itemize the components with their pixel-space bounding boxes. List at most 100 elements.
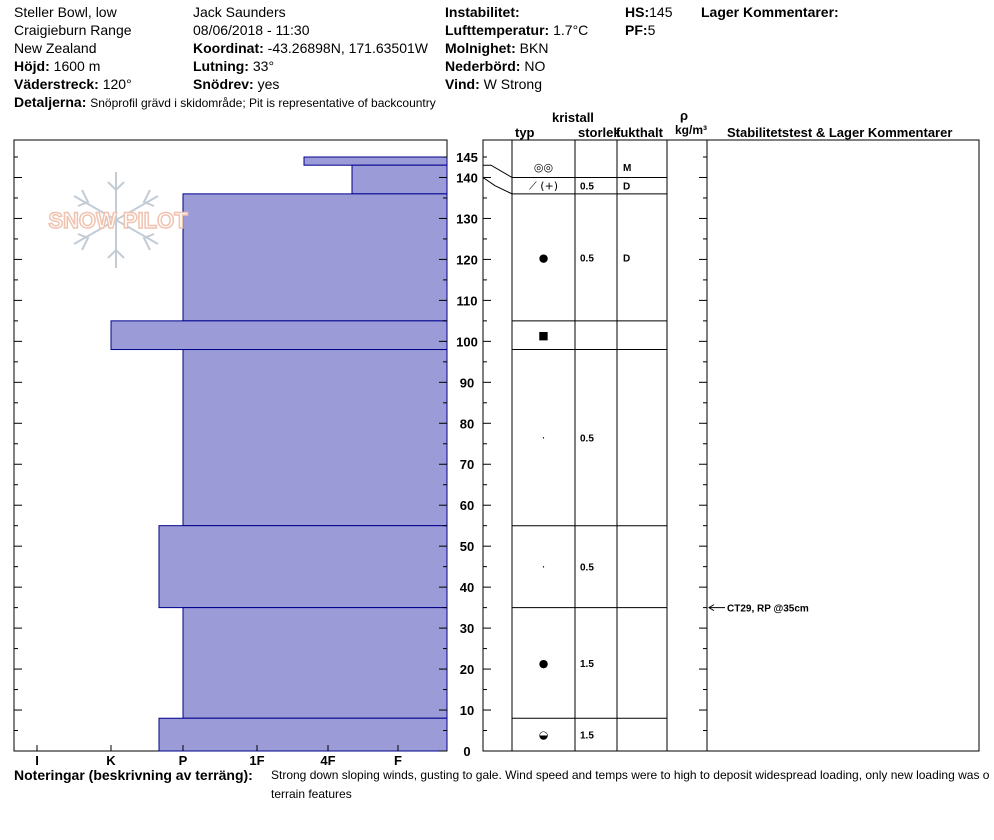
rho-header: ρ xyxy=(680,108,689,123)
notes-label: Noteringar (beskrivning av terräng): xyxy=(14,767,253,783)
depth-label-90: 90 xyxy=(460,375,474,390)
hs-row: HS:145 xyxy=(625,4,672,20)
snowdrift-label: Snödrev: xyxy=(193,76,254,92)
country-name: New Zealand xyxy=(14,40,97,56)
depth-label-80: 80 xyxy=(460,416,474,431)
hardness-tick-label-4F: 4F xyxy=(320,753,335,768)
crystal-type-1: ⟋ (+) xyxy=(529,180,558,193)
slope-label: Lutning: xyxy=(193,58,249,74)
crystal-size-1: 0.5 xyxy=(580,182,594,193)
instability-label: Instabilitet: xyxy=(445,4,520,20)
snowdrift-row: Snödrev: yes xyxy=(193,76,279,92)
pf-label: PF: xyxy=(625,22,648,38)
density-unit-header: kg/m³ xyxy=(675,123,708,137)
stability-test-arrowhead-0 xyxy=(708,604,715,612)
hs-label: HS: xyxy=(625,4,650,20)
depth-label-50: 50 xyxy=(460,539,474,554)
airtemp-value: 1.7°C xyxy=(553,22,589,38)
depth-label-130: 130 xyxy=(456,211,478,226)
crystal-type-7: ◒ xyxy=(539,729,549,742)
hardness-layer-2 xyxy=(182,193,448,322)
hardness-tick-label-P: P xyxy=(179,753,188,768)
crystal-moisture-0: M xyxy=(623,163,631,174)
hardness-layer-1 xyxy=(351,164,448,195)
wind-row: Vind: W Strong xyxy=(445,76,542,92)
crystal-type-5: · xyxy=(542,561,546,574)
connector-140 xyxy=(483,164,513,178)
precip-label: Nederbörd: xyxy=(445,58,521,74)
hardness-layer-4 xyxy=(182,349,448,527)
observer-name: Jack Saunders xyxy=(193,4,286,20)
slope-value: 33° xyxy=(252,58,275,74)
type-header: typ xyxy=(515,125,535,140)
depth-label-100: 100 xyxy=(456,334,478,349)
table-frame xyxy=(482,139,980,752)
depth-label-0: 0 xyxy=(463,744,470,759)
precip-row: Nederbörd: NO xyxy=(445,58,545,74)
snowdrift-value: yes xyxy=(257,76,280,92)
elevation-row: Höjd: 1600 m xyxy=(14,58,100,74)
stability-test-label-0: CT29, RP @35cm xyxy=(727,604,809,615)
hardness-layer-0 xyxy=(303,156,448,166)
airtemp-label: Lufttemperatur: xyxy=(445,22,550,38)
depth-label-60: 60 xyxy=(460,498,474,513)
hardness-tick-label-1F: 1F xyxy=(249,753,264,768)
depth-label-110: 110 xyxy=(457,293,478,308)
location-name: Steller Bowl, low xyxy=(14,4,117,20)
crystal-moisture-1: D xyxy=(623,182,630,193)
crystal-size-7: 1.5 xyxy=(580,731,594,742)
crystal-type-6: ● xyxy=(539,657,549,670)
crystal-header: kristall xyxy=(552,110,594,125)
depth-label-140: 140 xyxy=(456,170,478,185)
depth-label-10: 10 xyxy=(460,703,474,718)
layer-comments-label: Lager Kommentarer: xyxy=(701,4,839,20)
crystal-type-3: ■ xyxy=(538,329,548,342)
airtemp-row: Lufttemperatur: 1.7°C xyxy=(445,22,588,38)
crystal-size-5: 0.5 xyxy=(580,563,594,574)
crystal-type-2: ● xyxy=(539,251,549,264)
depth-label-20: 20 xyxy=(460,662,474,677)
notes-line-2: terrain features xyxy=(271,787,352,801)
elevation-value: 1600 m xyxy=(53,58,101,74)
precip-value: NO xyxy=(524,58,546,74)
coordinate-label: Koordinat: xyxy=(193,40,264,56)
crystal-type-4: · xyxy=(542,432,546,445)
hardness-tick-label-I: I xyxy=(35,753,39,768)
range-name: Craigieburn Range xyxy=(14,22,132,38)
depth-label-70: 70 xyxy=(460,457,474,472)
depth-label-120: 120 xyxy=(456,252,478,267)
depth-label-30: 30 xyxy=(460,621,474,636)
details-label: Detaljerna: xyxy=(14,94,87,110)
coordinate-value: -43.26898N, 171.63501W xyxy=(267,40,428,56)
hardness-layer-7 xyxy=(158,717,448,752)
connector-136 xyxy=(482,177,513,195)
cloud-label: Molnighet: xyxy=(445,40,516,56)
hardness-layer-3 xyxy=(110,320,448,351)
hs-value: 145 xyxy=(649,4,673,20)
pf-row: PF:5 xyxy=(625,22,655,38)
coordinate-row: Koordinat: -43.26898N, 171.63501W xyxy=(193,40,428,56)
elevation-label: Höjd: xyxy=(14,58,50,74)
pf-value: 5 xyxy=(647,22,656,38)
hardness-layer-5 xyxy=(158,525,448,609)
notes-line-1: Strong down sloping winds, gusting to ga… xyxy=(271,768,990,782)
aspect-value: 120° xyxy=(102,76,132,92)
depth-label-145: 145 xyxy=(456,150,478,165)
snowpilot-logo: SNOW PILOT xyxy=(48,172,189,268)
crystal-type-0: ◎◎ xyxy=(534,161,553,174)
wind-value: W Strong xyxy=(483,76,542,92)
hardness-tick-label-K: K xyxy=(106,753,116,768)
observation-datetime: 08/06/2018 - 11:30 xyxy=(193,22,310,38)
cloud-row: Molnighet: BKN xyxy=(445,40,548,56)
aspect-row: Väderstreck: 120° xyxy=(14,76,132,92)
crystal-moisture-2: D xyxy=(623,253,630,264)
crystal-size-2: 0.5 xyxy=(580,253,594,264)
details-value: Snöprofil grävd i skidområde; Pit is rep… xyxy=(90,96,436,110)
crystal-size-4: 0.5 xyxy=(580,434,594,445)
depth-label-40: 40 xyxy=(460,580,474,595)
hardness-layer-6 xyxy=(182,607,448,719)
cloud-value: BKN xyxy=(519,40,549,56)
size-header: storlek xyxy=(578,125,621,140)
snowflake-icon xyxy=(73,172,159,268)
